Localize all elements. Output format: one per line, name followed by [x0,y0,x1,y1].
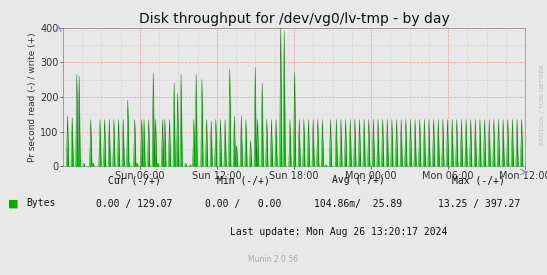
Text: Munin 2.0.56: Munin 2.0.56 [248,255,299,264]
Text: Avg (-/+): Avg (-/+) [332,175,385,185]
Text: Min (-/+): Min (-/+) [217,175,270,185]
Text: Bytes: Bytes [26,199,56,208]
Text: Last update: Mon Aug 26 13:20:17 2024: Last update: Mon Aug 26 13:20:17 2024 [230,227,448,237]
Text: RRDTOOL / TOBI OETIKER: RRDTOOL / TOBI OETIKER [539,64,544,145]
Text: 104.86m/  25.89: 104.86m/ 25.89 [314,199,403,208]
Y-axis label: Pr second read (-) / write (+): Pr second read (-) / write (+) [28,32,37,162]
Text: 13.25 / 397.27: 13.25 / 397.27 [438,199,520,208]
Text: Cur (-/+): Cur (-/+) [108,175,160,185]
Text: Max (-/+): Max (-/+) [452,175,505,185]
Title: Disk throughput for /dev/vg0/lv-tmp - by day: Disk throughput for /dev/vg0/lv-tmp - by… [138,12,450,26]
Text: 0.00 / 129.07: 0.00 / 129.07 [96,199,172,208]
Text: ■: ■ [8,199,19,208]
Text: 0.00 /   0.00: 0.00 / 0.00 [205,199,282,208]
